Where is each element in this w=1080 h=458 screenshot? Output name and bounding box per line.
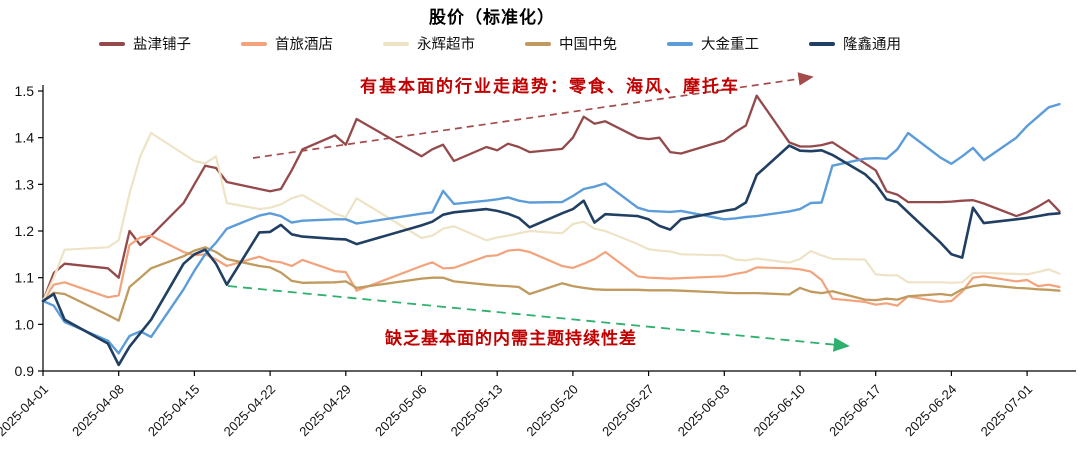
legend-item-首旅酒店: 首旅酒店 bbox=[241, 33, 333, 54]
x-tick-label: 2025-06-24 bbox=[902, 382, 960, 440]
series-line-中国中免 bbox=[41, 246, 1061, 322]
legend-label: 中国中免 bbox=[559, 37, 617, 53]
x-tick-label: 2025-06-10 bbox=[750, 382, 808, 440]
series-line-隆鑫通用 bbox=[41, 144, 1061, 367]
series-line-大金重工 bbox=[41, 102, 1061, 355]
legend-swatch bbox=[241, 41, 267, 46]
x-tick-label: 2025-04-22 bbox=[221, 382, 279, 440]
legend-item-永辉超市: 永辉超市 bbox=[383, 33, 475, 54]
series-line-盐津铺子 bbox=[41, 94, 1061, 303]
y-tick-label: 0.9 bbox=[15, 363, 35, 379]
uptrend-label: 有基本面的行业走趋势：零食、海风、摩托车 bbox=[360, 76, 740, 96]
x-tick-label: 2025-07-01 bbox=[978, 382, 1036, 440]
legend-item-中国中免: 中国中免 bbox=[525, 33, 617, 54]
x-tick-label: 2025-06-17 bbox=[826, 382, 884, 440]
x-tick-label: 2025-05-06 bbox=[372, 382, 430, 440]
y-tick-label: 1.5 bbox=[15, 83, 35, 99]
annotations: 有基本面的行业走趋势：零食、海风、摩托车 缺乏基本面的内需主题持续性差 bbox=[227, 72, 850, 352]
y-tick-label: 1.3 bbox=[15, 176, 35, 192]
y-tick-label: 1.4 bbox=[15, 130, 35, 146]
legend-swatch bbox=[383, 41, 409, 46]
x-tick-label: 2025-04-29 bbox=[296, 382, 354, 440]
legend-swatch bbox=[99, 41, 125, 46]
series-line-永辉超市 bbox=[41, 131, 1061, 303]
x-tick-label: 2025-04-08 bbox=[69, 382, 127, 440]
x-tick-label: 2025-04-01 bbox=[0, 382, 51, 440]
legend: 盐津铺子 首旅酒店 永辉超市 中国中免 大金重工 隆鑫通用 bbox=[0, 33, 1000, 54]
legend-item-大金重工: 大金重工 bbox=[667, 33, 759, 54]
legend-label: 隆鑫通用 bbox=[843, 37, 901, 53]
legend-label: 大金重工 bbox=[701, 37, 759, 53]
x-tick-label: 2025-05-27 bbox=[599, 382, 657, 440]
series-lines bbox=[41, 94, 1061, 367]
legend-swatch bbox=[809, 41, 835, 46]
legend-item-盐津铺子: 盐津铺子 bbox=[99, 33, 191, 54]
x-tick-label: 2025-04-15 bbox=[145, 382, 203, 440]
x-tick-label: 2025-05-20 bbox=[523, 382, 581, 440]
y-tick-label: 1.1 bbox=[15, 270, 35, 286]
legend-item-隆鑫通用: 隆鑫通用 bbox=[809, 33, 901, 54]
legend-label: 首旅酒店 bbox=[275, 37, 333, 53]
uptrend-arrow bbox=[252, 72, 814, 159]
x-tick-label: 2025-06-03 bbox=[675, 382, 733, 440]
x-tick-label: 2025-05-13 bbox=[448, 382, 506, 440]
legend-label: 盐津铺子 bbox=[133, 37, 191, 53]
legend-swatch bbox=[667, 41, 693, 46]
legend-label: 永辉超市 bbox=[417, 37, 475, 53]
chart-title: 股价（标准化） bbox=[429, 8, 555, 27]
downtrend-label: 缺乏基本面的内需主题持续性差 bbox=[385, 328, 637, 348]
legend-swatch bbox=[525, 41, 551, 46]
axes: 0.9 1.0 1.1 1.2 1.3 1.4 1.5 2025-04-01 2025-04-0… bbox=[0, 83, 1076, 439]
y-tick-label: 1.0 bbox=[15, 316, 35, 332]
y-tick-label: 1.2 bbox=[15, 223, 35, 239]
